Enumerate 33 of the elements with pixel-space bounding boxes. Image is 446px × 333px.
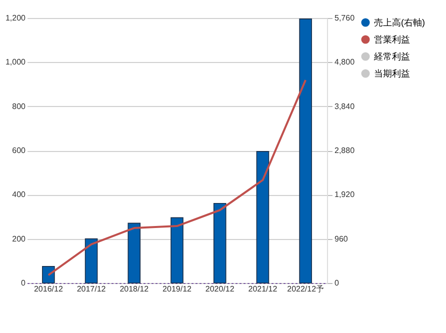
- y-tick-label: 1,000: [5, 58, 26, 67]
- y-tick-label: 600: [12, 146, 26, 155]
- x-tick-label: 2021/12: [248, 284, 278, 294]
- legend-label: 営業利益: [374, 34, 410, 44]
- y-tick-label: 200: [12, 234, 26, 244]
- x-tick-label: 2019/12: [162, 284, 192, 294]
- y2-tick-label: 3,840: [334, 102, 356, 111]
- y-tick-label: 400: [12, 190, 26, 200]
- x-tick-label: 2022/12予: [287, 284, 324, 294]
- y2-tick-label: 2,880: [334, 146, 356, 155]
- bar: [213, 203, 226, 284]
- bar: [170, 217, 184, 284]
- y-tick-label: 0: [21, 278, 26, 288]
- y-tick-label: 1,200: [5, 14, 26, 22]
- x-tick-label: 2020/12: [205, 284, 235, 294]
- y2-tick-label: 960: [334, 234, 348, 244]
- legend-label: 当期利益: [374, 68, 410, 78]
- bar: [299, 18, 312, 284]
- bar: [42, 266, 55, 284]
- bar: [128, 222, 141, 284]
- legend-label: 売上高(右軸): [374, 18, 425, 28]
- line-series: [47, 79, 307, 276]
- bar: [256, 151, 270, 284]
- y2-tick-label: 5,760: [334, 14, 356, 22]
- y-tick-label: 800: [12, 102, 26, 111]
- legend-label: 経常利益: [373, 52, 410, 62]
- y2-tick-label: 1,920: [334, 190, 356, 200]
- x-tick-label: 2016/12: [34, 284, 64, 294]
- y2-tick-label: 0: [334, 278, 340, 288]
- y2-tick-label: 4,800: [334, 58, 356, 67]
- x-tick-label: 2017/12: [76, 284, 106, 294]
- x-tick-label: 2018/12: [120, 284, 150, 294]
- bar: [84, 238, 98, 284]
